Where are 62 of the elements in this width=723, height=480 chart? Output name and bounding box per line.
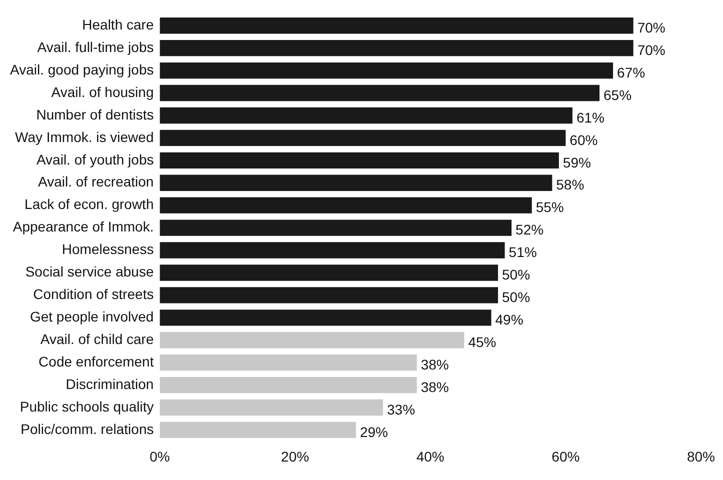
- data-label: 52%: [516, 222, 544, 238]
- data-label: 67%: [617, 64, 646, 80]
- bar: [160, 40, 634, 56]
- bar: [160, 264, 498, 281]
- y-tick-label: Avail. good paying jobs: [10, 61, 154, 78]
- y-tick-label: Avail. of child care: [40, 330, 154, 347]
- y-tick-label: Social service abuse: [25, 264, 154, 280]
- bar: [160, 84, 600, 102]
- data-label: 49%: [495, 312, 524, 328]
- x-tick-label: 60%: [552, 448, 580, 464]
- data-label: 33%: [387, 401, 416, 418]
- data-label: 70%: [637, 19, 666, 36]
- y-tick-label: Polic/comm. relations: [20, 420, 154, 437]
- data-label: 38%: [420, 356, 449, 372]
- y-tick-label: Public schools quality: [20, 398, 154, 414]
- y-tick-label: Get people involved: [30, 308, 154, 325]
- data-label: 55%: [536, 199, 564, 216]
- x-tick-label: 20%: [281, 448, 310, 464]
- bar: [160, 130, 566, 146]
- y-tick-label: Discrimination: [66, 376, 154, 392]
- bar: [160, 376, 417, 394]
- y-tick-label: Health care: [82, 16, 154, 32]
- y-tick-label: Homelessness: [62, 241, 154, 258]
- bar: [160, 152, 559, 168]
- data-label: 60%: [570, 132, 598, 148]
- data-label: 29%: [360, 424, 388, 440]
- data-label: 59%: [562, 154, 591, 170]
- y-tick-label: Condition of streets: [33, 286, 154, 302]
- y-tick-label: Code enforcement: [38, 353, 154, 370]
- x-tick-label: 80%: [686, 448, 716, 464]
- x-tick-label: 0%: [150, 448, 170, 464]
- data-label: 45%: [468, 334, 496, 350]
- data-label: 51%: [508, 244, 537, 260]
- data-label: 50%: [502, 266, 530, 283]
- y-tick-label: Number of dentists: [36, 106, 154, 122]
- y-tick-label: Appearance of Immok.: [12, 218, 154, 235]
- data-label: 65%: [604, 86, 632, 103]
- x-tick-label: 40%: [416, 448, 444, 464]
- bar: [160, 242, 505, 258]
- bar: [160, 62, 614, 79]
- data-label: 38%: [420, 378, 449, 395]
- bar: [160, 422, 356, 438]
- data-label: 50%: [502, 289, 530, 306]
- bar: [160, 287, 498, 304]
- y-tick-label: Avail. of youth jobs: [36, 151, 154, 168]
- y-tick-label: Avail. of recreation: [38, 174, 154, 190]
- bar: [160, 220, 512, 236]
- y-tick-label: Avail. full-time jobs: [37, 38, 154, 55]
- bar: [160, 332, 464, 348]
- y-tick-label: Way Immok. is viewed: [15, 128, 154, 145]
- y-tick-label: Avail. of housing: [51, 84, 154, 100]
- bar: [160, 18, 634, 34]
- bar: [160, 107, 572, 124]
- bar: [160, 354, 417, 371]
- bar: [160, 310, 492, 326]
- data-label: 58%: [556, 176, 584, 193]
- bar: [160, 399, 383, 416]
- bar: [160, 174, 552, 191]
- y-tick-label: Lack of econ. growth: [24, 196, 154, 212]
- data-label: 61%: [576, 109, 604, 126]
- data-label: 70%: [637, 42, 666, 58]
- bar: [160, 197, 532, 214]
